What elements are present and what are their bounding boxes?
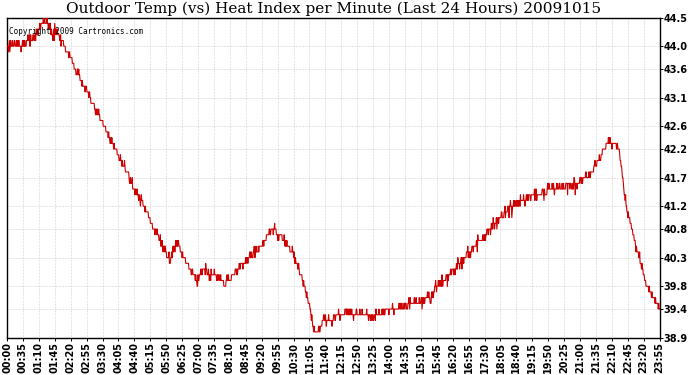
Title: Outdoor Temp (vs) Heat Index per Minute (Last 24 Hours) 20091015: Outdoor Temp (vs) Heat Index per Minute … bbox=[66, 2, 601, 16]
Text: Copyright 2009 Cartronics.com: Copyright 2009 Cartronics.com bbox=[9, 27, 143, 36]
